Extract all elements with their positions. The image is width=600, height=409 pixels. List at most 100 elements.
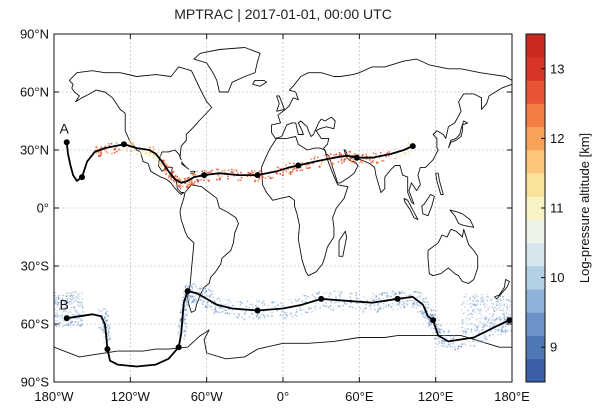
parcel-marker-b bbox=[484, 317, 486, 319]
parcel-marker-b bbox=[303, 294, 305, 297]
parcel-marker-b bbox=[101, 328, 103, 331]
parcel-marker-a bbox=[320, 163, 323, 166]
parcel-marker-b bbox=[486, 317, 488, 319]
parcel-marker-b bbox=[227, 299, 229, 301]
parcel-marker-a bbox=[153, 154, 155, 157]
parcel-marker-b bbox=[442, 329, 444, 332]
parcel-marker-b bbox=[437, 328, 439, 331]
parcel-marker-b bbox=[430, 323, 432, 325]
parcel-marker-a bbox=[338, 154, 341, 157]
parcel-marker-b bbox=[479, 297, 482, 300]
parcel-marker-b bbox=[482, 326, 484, 328]
parcel-marker-b bbox=[213, 313, 215, 315]
parcel-marker-a bbox=[172, 171, 175, 173]
parcel-marker-a bbox=[157, 162, 160, 165]
parcel-marker-b bbox=[426, 301, 429, 303]
parcel-marker-b bbox=[261, 302, 264, 305]
parcel-marker-b bbox=[508, 309, 510, 311]
parcel-marker-b bbox=[71, 321, 73, 324]
parcel-marker-b bbox=[72, 313, 74, 316]
parcel-marker-b bbox=[425, 317, 427, 320]
parcel-marker-b bbox=[486, 321, 488, 323]
parcel-marker-b bbox=[220, 304, 222, 306]
x-tick-label: 60°E bbox=[345, 389, 374, 404]
parcel-marker-a bbox=[237, 172, 239, 175]
parcel-marker-a bbox=[100, 152, 103, 154]
parcel-marker-b bbox=[489, 331, 492, 333]
parcel-marker-a bbox=[300, 166, 302, 169]
parcel-marker-b bbox=[425, 315, 427, 318]
parcel-marker-a bbox=[184, 177, 186, 180]
parcel-marker-b bbox=[213, 309, 215, 311]
parcel-marker-b bbox=[465, 330, 467, 332]
parcel-marker-a bbox=[170, 177, 172, 179]
trajectory-point bbox=[506, 317, 512, 324]
parcel-marker-b bbox=[505, 323, 508, 325]
parcel-marker-b bbox=[183, 330, 185, 332]
parcel-marker-b bbox=[210, 293, 213, 296]
parcel-marker-b bbox=[441, 339, 443, 341]
parcel-marker-b bbox=[461, 330, 464, 332]
parcel-marker-a bbox=[312, 162, 314, 164]
parcel-marker-b bbox=[333, 290, 336, 292]
parcel-marker-b bbox=[497, 330, 499, 332]
parcel-marker-b bbox=[468, 313, 470, 316]
parcel-marker-b bbox=[202, 289, 204, 291]
parcel-marker-b bbox=[190, 286, 193, 288]
parcel-marker-b bbox=[81, 292, 83, 294]
parcel-marker-a bbox=[116, 142, 118, 144]
parcel-marker-b bbox=[282, 303, 284, 305]
parcel-marker-b bbox=[476, 339, 479, 341]
parcel-marker-b bbox=[437, 331, 440, 333]
parcel-marker-b bbox=[68, 300, 70, 302]
parcel-marker-b bbox=[325, 302, 327, 304]
parcel-marker-b bbox=[492, 324, 494, 327]
parcel-marker-b bbox=[184, 319, 186, 321]
parcel-marker-b bbox=[228, 313, 231, 315]
parcel-marker-a bbox=[291, 171, 294, 173]
parcel-marker-b bbox=[422, 315, 424, 317]
parcel-marker-b bbox=[184, 309, 186, 312]
parcel-marker-b bbox=[400, 292, 402, 294]
parcel-marker-b bbox=[67, 302, 69, 304]
parcel-marker-b bbox=[488, 335, 491, 337]
parcel-marker-b bbox=[289, 299, 291, 301]
parcel-marker-b bbox=[411, 300, 413, 302]
parcel-marker-b bbox=[188, 294, 191, 297]
parcel-marker-b bbox=[473, 304, 475, 306]
parcel-marker-b bbox=[508, 325, 510, 327]
parcel-marker-b bbox=[506, 316, 508, 318]
parcel-marker-a bbox=[152, 146, 155, 148]
parcel-marker-b bbox=[486, 339, 488, 341]
parcel-marker-b bbox=[501, 331, 503, 333]
parcel-marker-b bbox=[465, 303, 467, 305]
parcel-marker-b bbox=[506, 322, 508, 324]
parcel-marker-b bbox=[106, 327, 108, 329]
parcel-marker-b bbox=[65, 306, 67, 308]
parcel-marker-b bbox=[415, 297, 417, 299]
parcel-marker-a bbox=[404, 154, 406, 156]
parcel-marker-b bbox=[250, 312, 253, 314]
parcel-marker-b bbox=[413, 302, 416, 304]
parcel-marker-b bbox=[61, 298, 64, 300]
trajectory-point bbox=[254, 172, 261, 179]
parcel-marker-a bbox=[347, 151, 350, 153]
parcel-marker-a bbox=[307, 167, 310, 169]
parcel-marker-b bbox=[285, 313, 288, 316]
trajectory-point bbox=[353, 154, 360, 161]
parcel-marker-a bbox=[171, 171, 174, 173]
parcel-marker-b bbox=[461, 304, 463, 306]
colorbar-tick-label: 10 bbox=[550, 270, 564, 285]
parcel-marker-b bbox=[509, 299, 511, 301]
parcel-marker-b bbox=[430, 327, 433, 330]
parcel-marker-b bbox=[103, 341, 105, 344]
parcel-marker-b bbox=[422, 311, 424, 313]
parcel-marker-b bbox=[233, 313, 235, 315]
parcel-marker-b bbox=[186, 301, 189, 303]
parcel-marker-b bbox=[205, 291, 207, 293]
parcel-marker-b bbox=[55, 314, 57, 316]
parcel-marker-a bbox=[372, 160, 374, 162]
parcel-marker-b bbox=[325, 291, 328, 294]
parcel-marker-b bbox=[57, 320, 59, 322]
coastline bbox=[276, 95, 285, 112]
